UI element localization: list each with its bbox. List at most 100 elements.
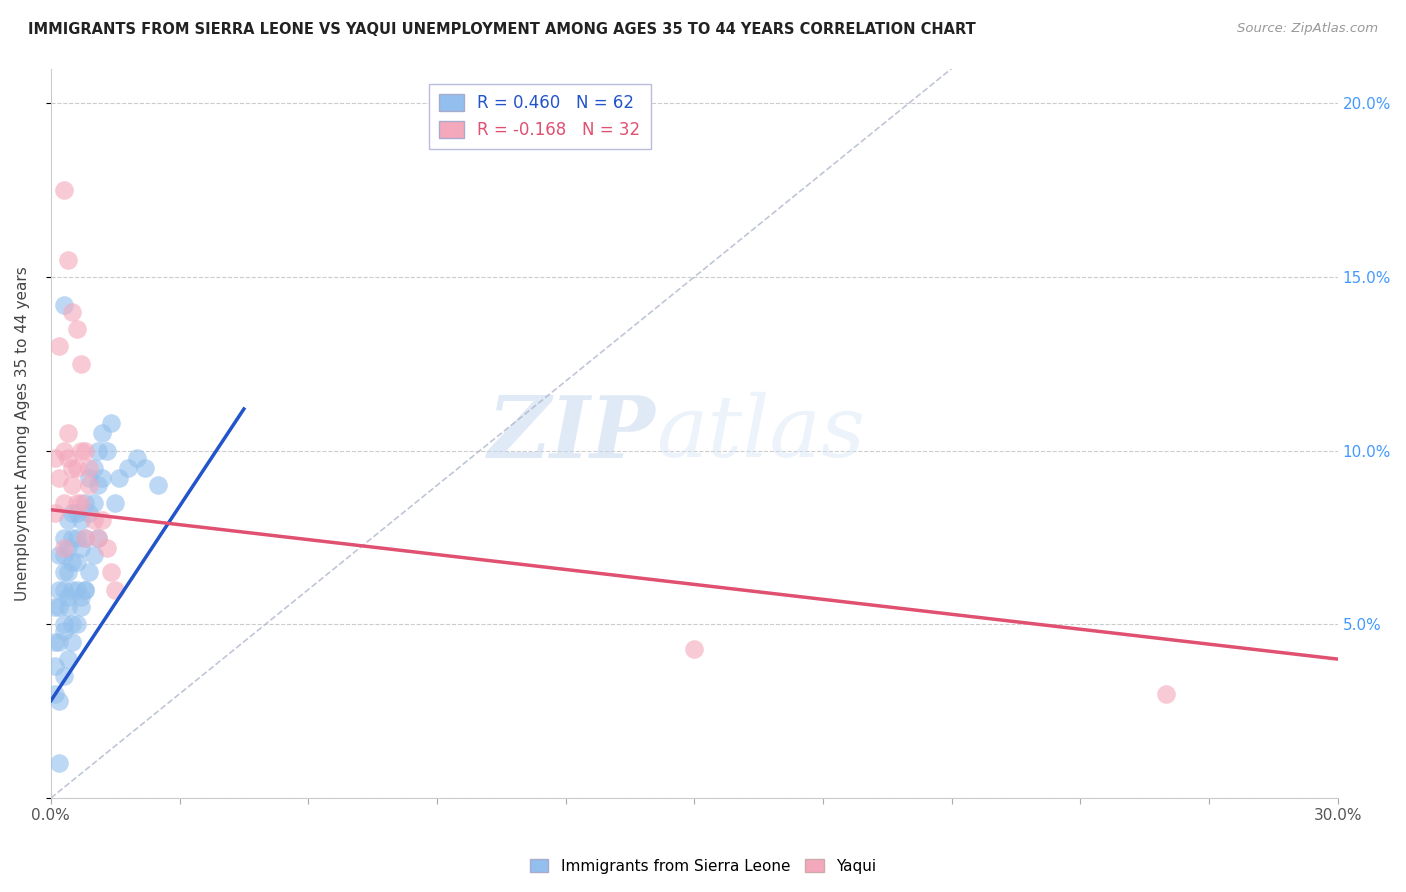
Point bbox=[146, 478, 169, 492]
Point bbox=[108, 471, 131, 485]
Point bbox=[60, 478, 83, 492]
Point bbox=[60, 506, 83, 520]
Point bbox=[104, 496, 127, 510]
Point bbox=[70, 590, 93, 604]
Point bbox=[79, 478, 101, 492]
Point bbox=[48, 339, 70, 353]
Point bbox=[100, 416, 122, 430]
Point bbox=[44, 634, 66, 648]
Point bbox=[75, 443, 97, 458]
Point bbox=[48, 582, 70, 597]
Point bbox=[52, 669, 75, 683]
Point bbox=[87, 531, 110, 545]
Point bbox=[52, 183, 75, 197]
Point bbox=[91, 471, 114, 485]
Point bbox=[65, 461, 87, 475]
Point bbox=[60, 304, 83, 318]
Point bbox=[70, 357, 93, 371]
Point bbox=[79, 471, 101, 485]
Point bbox=[70, 599, 93, 614]
Point bbox=[56, 599, 79, 614]
Legend: R = 0.460   N = 62, R = -0.168   N = 32: R = 0.460 N = 62, R = -0.168 N = 32 bbox=[429, 84, 651, 149]
Point bbox=[52, 531, 75, 545]
Point bbox=[96, 541, 118, 555]
Point bbox=[60, 617, 83, 632]
Point bbox=[91, 513, 114, 527]
Point bbox=[56, 652, 79, 666]
Point bbox=[683, 641, 706, 656]
Point bbox=[56, 541, 79, 555]
Point bbox=[104, 582, 127, 597]
Point bbox=[65, 506, 87, 520]
Point bbox=[117, 461, 139, 475]
Point bbox=[48, 756, 70, 771]
Point bbox=[96, 443, 118, 458]
Point bbox=[52, 566, 75, 580]
Point bbox=[1154, 687, 1177, 701]
Point bbox=[56, 252, 79, 267]
Point bbox=[100, 566, 122, 580]
Y-axis label: Unemployment Among Ages 35 to 44 years: Unemployment Among Ages 35 to 44 years bbox=[15, 266, 30, 600]
Point bbox=[44, 450, 66, 465]
Point bbox=[83, 548, 105, 562]
Point bbox=[75, 582, 97, 597]
Point bbox=[87, 531, 110, 545]
Point bbox=[91, 426, 114, 441]
Point bbox=[52, 624, 75, 639]
Point bbox=[70, 443, 93, 458]
Point bbox=[52, 443, 75, 458]
Point bbox=[52, 496, 75, 510]
Point bbox=[52, 582, 75, 597]
Point bbox=[44, 687, 66, 701]
Point bbox=[75, 531, 97, 545]
Point bbox=[125, 450, 148, 465]
Point bbox=[52, 298, 75, 312]
Point bbox=[60, 461, 83, 475]
Point bbox=[48, 471, 70, 485]
Point bbox=[70, 513, 93, 527]
Point bbox=[65, 582, 87, 597]
Point bbox=[56, 566, 79, 580]
Point bbox=[65, 322, 87, 336]
Point bbox=[60, 531, 83, 545]
Point bbox=[52, 541, 75, 555]
Point bbox=[65, 496, 87, 510]
Point bbox=[134, 461, 156, 475]
Point bbox=[83, 461, 105, 475]
Point bbox=[60, 634, 83, 648]
Point bbox=[83, 496, 105, 510]
Point bbox=[56, 590, 79, 604]
Legend: Immigrants from Sierra Leone, Yaqui: Immigrants from Sierra Leone, Yaqui bbox=[524, 853, 882, 880]
Point bbox=[48, 694, 70, 708]
Point bbox=[56, 450, 79, 465]
Text: Source: ZipAtlas.com: Source: ZipAtlas.com bbox=[1237, 22, 1378, 36]
Point bbox=[44, 506, 66, 520]
Point bbox=[52, 548, 75, 562]
Point bbox=[75, 531, 97, 545]
Point bbox=[44, 659, 66, 673]
Point bbox=[56, 426, 79, 441]
Point bbox=[44, 599, 66, 614]
Point bbox=[70, 541, 93, 555]
Point bbox=[87, 443, 110, 458]
Point bbox=[60, 582, 83, 597]
Point bbox=[48, 634, 70, 648]
Point bbox=[65, 617, 87, 632]
Point bbox=[65, 555, 87, 569]
Text: atlas: atlas bbox=[655, 392, 865, 475]
Point bbox=[79, 506, 101, 520]
Point bbox=[52, 617, 75, 632]
Point bbox=[75, 582, 97, 597]
Point bbox=[56, 513, 79, 527]
Point bbox=[79, 566, 101, 580]
Point bbox=[60, 555, 83, 569]
Point bbox=[70, 496, 93, 510]
Point bbox=[87, 478, 110, 492]
Point bbox=[48, 548, 70, 562]
Point bbox=[48, 599, 70, 614]
Text: IMMIGRANTS FROM SIERRA LEONE VS YAQUI UNEMPLOYMENT AMONG AGES 35 TO 44 YEARS COR: IMMIGRANTS FROM SIERRA LEONE VS YAQUI UN… bbox=[28, 22, 976, 37]
Point bbox=[75, 496, 97, 510]
Point bbox=[83, 513, 105, 527]
Point bbox=[65, 531, 87, 545]
Point bbox=[79, 461, 101, 475]
